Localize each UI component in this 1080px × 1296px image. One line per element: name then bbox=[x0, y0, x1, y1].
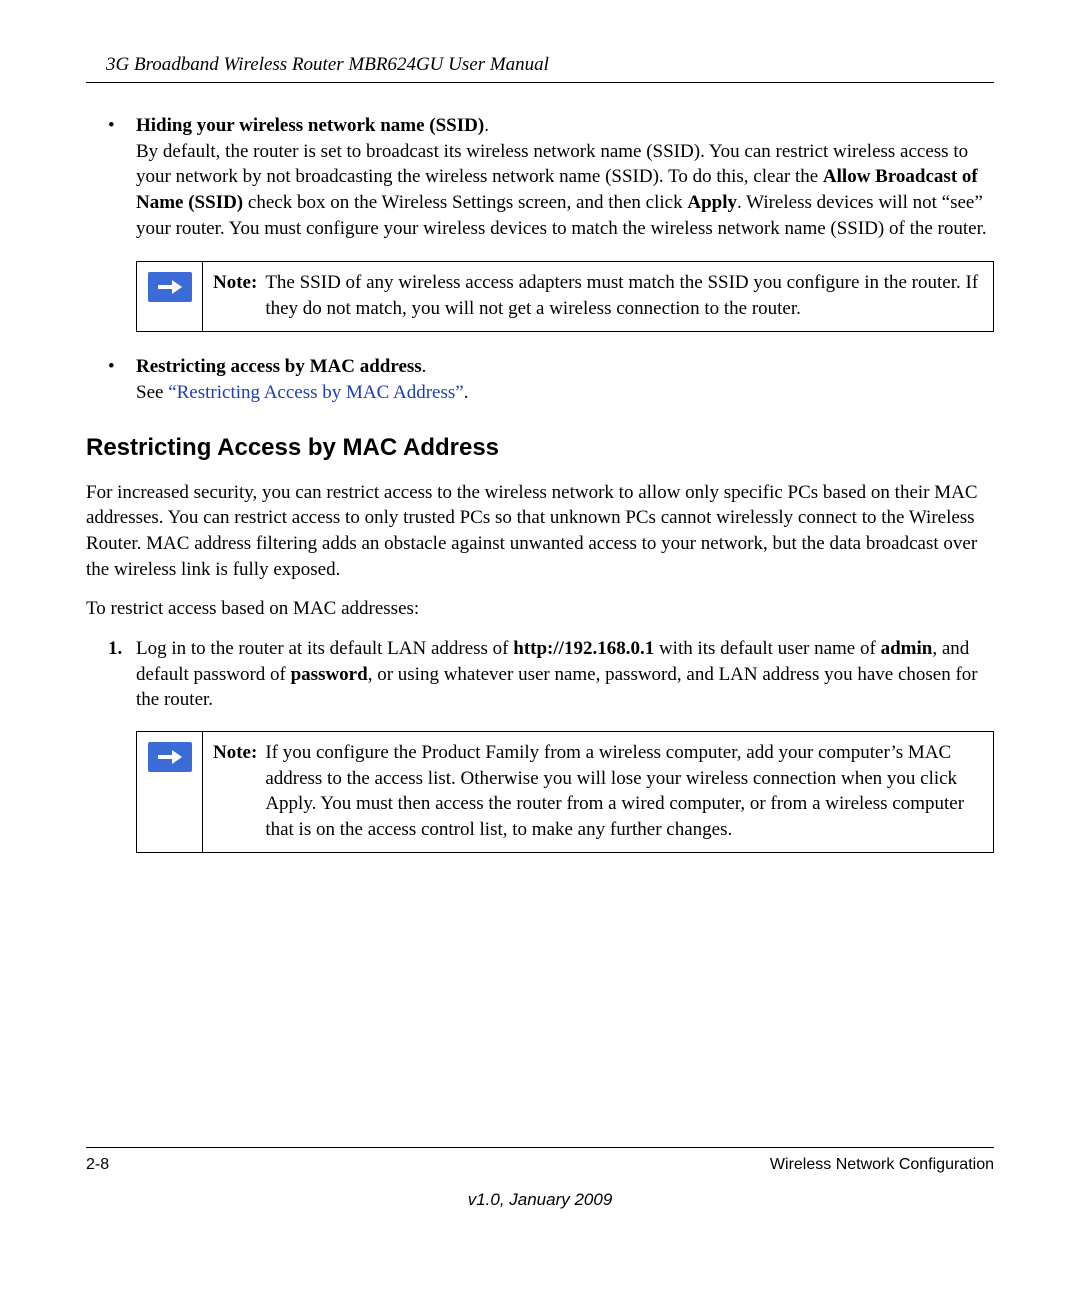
note-body: The SSID of any wireless access adapters… bbox=[265, 270, 983, 321]
section-heading: Restricting Access by MAC Address bbox=[86, 434, 994, 462]
see-text: See bbox=[136, 382, 168, 403]
numbered-list: 1. Log in to the router at its default L… bbox=[86, 636, 994, 713]
note-box-ssid: Note: The SSID of any wireless access ad… bbox=[136, 261, 994, 332]
bullet-item-hiding-ssid: • Hiding your wireless network name (SSI… bbox=[86, 113, 994, 241]
paragraph: To restrict access based on MAC addresse… bbox=[86, 596, 994, 622]
document-page: 3G Broadband Wireless Router MBR624GU Us… bbox=[0, 0, 1080, 915]
page-footer: 2-8 Wireless Network Configuration v1.0,… bbox=[86, 1147, 994, 1210]
note-label: Note: bbox=[213, 270, 265, 321]
bold-inline: admin bbox=[881, 638, 933, 659]
arrow-icon bbox=[148, 272, 192, 302]
suffix: . bbox=[464, 382, 469, 403]
note-icon-cell bbox=[137, 732, 203, 853]
note-text-cell: Note: If you configure the Product Famil… bbox=[203, 732, 993, 853]
bullet-item-mac-restrict: • Restricting access by MAC address. See… bbox=[86, 354, 994, 405]
body-text: check box on the Wireless Settings scree… bbox=[243, 192, 687, 213]
bold-inline: Apply bbox=[687, 192, 737, 213]
page-header: 3G Broadband Wireless Router MBR624GU Us… bbox=[86, 54, 994, 83]
arrow-icon bbox=[148, 742, 192, 772]
list-number: 1. bbox=[108, 636, 136, 713]
bullet-title: Restricting access by MAC address bbox=[136, 356, 422, 377]
note-label: Note: bbox=[213, 740, 265, 843]
bold-inline: password bbox=[291, 664, 368, 685]
bullet-content: Hiding your wireless network name (SSID)… bbox=[136, 113, 994, 241]
bullet-title: Hiding your wireless network name (SSID) bbox=[136, 115, 484, 136]
note-icon-cell bbox=[137, 262, 203, 331]
paragraph: For increased security, you can restrict… bbox=[86, 480, 994, 583]
cross-reference-link[interactable]: “Restricting Access by MAC Address” bbox=[168, 382, 464, 403]
note-text-cell: Note: The SSID of any wireless access ad… bbox=[203, 262, 993, 331]
footer-section: Wireless Network Configuration bbox=[770, 1156, 994, 1174]
list-item: 1. Log in to the router at its default L… bbox=[108, 636, 994, 713]
bold-inline: http://192.168.0.1 bbox=[513, 638, 654, 659]
bullet-marker: • bbox=[108, 354, 136, 405]
bullet-marker: • bbox=[108, 113, 136, 241]
footer-version: v1.0, January 2009 bbox=[86, 1190, 994, 1210]
list-content: Log in to the router at its default LAN … bbox=[136, 636, 994, 713]
note-box-mac: Note: If you configure the Product Famil… bbox=[136, 731, 994, 854]
bullet-content: Restricting access by MAC address. See “… bbox=[136, 354, 994, 405]
note-body: If you configure the Product Family from… bbox=[265, 740, 983, 843]
page-number: 2-8 bbox=[86, 1156, 109, 1174]
header-title: 3G Broadband Wireless Router MBR624GU Us… bbox=[106, 54, 549, 75]
